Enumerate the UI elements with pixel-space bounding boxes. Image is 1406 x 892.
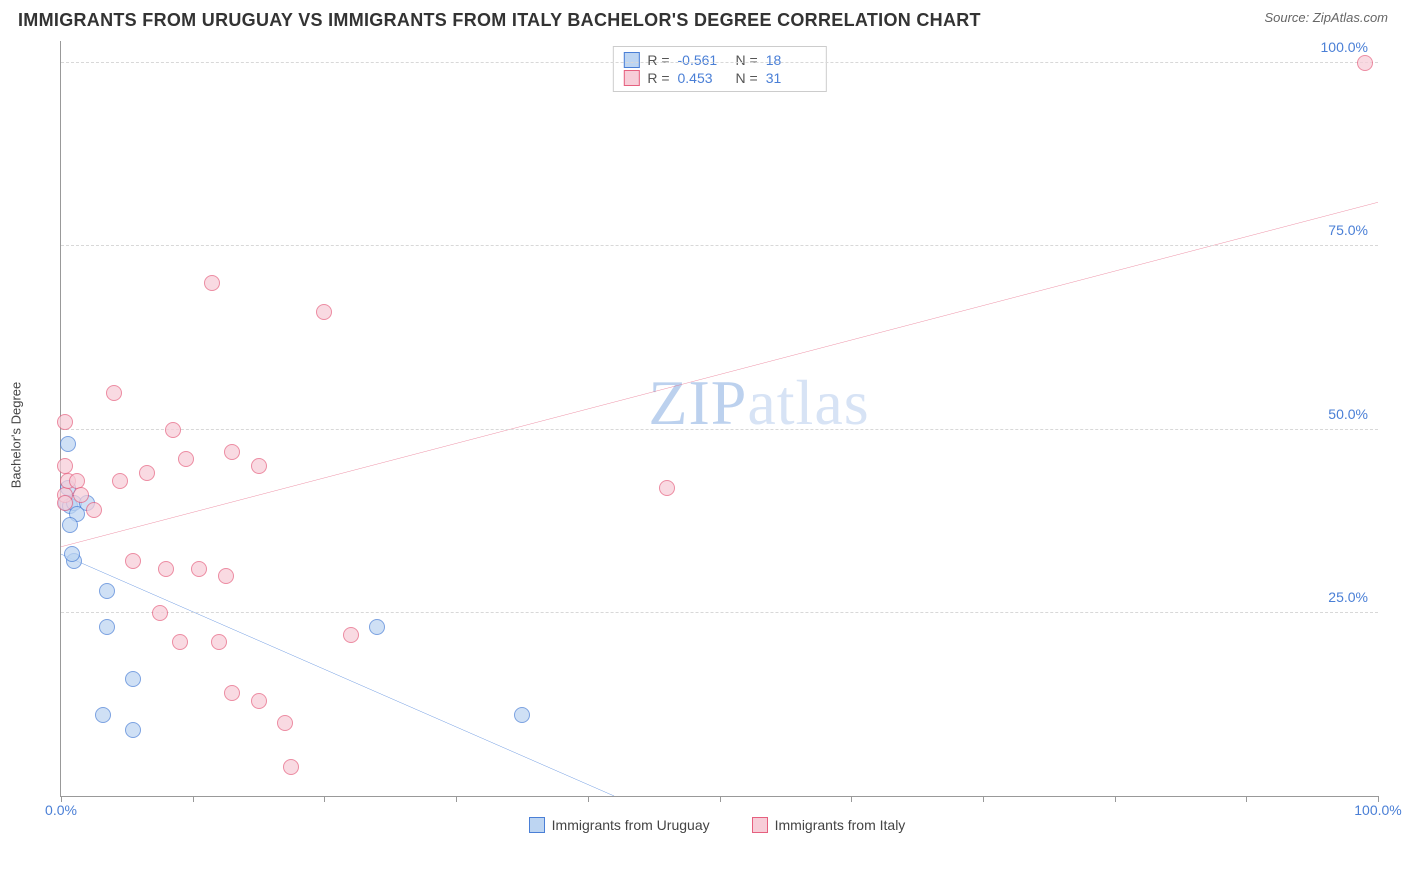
data-point <box>191 561 207 577</box>
gridline <box>61 62 1378 63</box>
data-point <box>316 304 332 320</box>
stat-legend-row: R =0.453N =31 <box>623 69 815 87</box>
legend-swatch <box>529 817 545 833</box>
x-tick-label: 0.0% <box>45 802 77 818</box>
x-tick <box>193 796 194 802</box>
gridline <box>61 612 1378 613</box>
data-point <box>224 685 240 701</box>
series-legend: Immigrants from Uruguay Immigrants from I… <box>48 817 1386 833</box>
legend-label: Immigrants from Uruguay <box>552 817 710 833</box>
data-point <box>178 451 194 467</box>
x-tick <box>456 796 457 802</box>
data-point <box>62 517 78 533</box>
data-point <box>139 465 155 481</box>
data-point <box>211 634 227 650</box>
chart-container: Bachelor's Degree ZIPatlas R =-0.561N =1… <box>48 35 1386 835</box>
data-point <box>251 458 267 474</box>
y-tick-label: 25.0% <box>1328 589 1368 605</box>
legend-swatch <box>752 817 768 833</box>
gridline <box>61 429 1378 430</box>
data-point <box>218 568 234 584</box>
trendline <box>61 554 614 796</box>
gridline <box>61 245 1378 246</box>
data-point <box>343 627 359 643</box>
chart-source: Source: ZipAtlas.com <box>1264 10 1388 25</box>
data-point <box>224 444 240 460</box>
data-point <box>60 436 76 452</box>
data-point <box>277 715 293 731</box>
data-point <box>125 671 141 687</box>
x-tick <box>851 796 852 802</box>
y-axis-label: Bachelor's Degree <box>9 382 24 489</box>
x-tick <box>1246 796 1247 802</box>
data-point <box>99 583 115 599</box>
data-point <box>204 275 220 291</box>
chart-title: IMMIGRANTS FROM URUGUAY VS IMMIGRANTS FR… <box>18 10 981 31</box>
data-point <box>57 495 73 511</box>
data-point <box>369 619 385 635</box>
y-tick-label: 100.0% <box>1321 39 1368 55</box>
data-point <box>106 385 122 401</box>
x-tick <box>588 796 589 802</box>
trend-svg <box>61 41 1378 796</box>
legend-item: Immigrants from Italy <box>752 817 906 833</box>
data-point <box>1357 55 1373 71</box>
data-point <box>659 480 675 496</box>
x-tick <box>324 796 325 802</box>
data-point <box>283 759 299 775</box>
x-tick <box>1115 796 1116 802</box>
x-tick-label: 100.0% <box>1354 802 1401 818</box>
data-point <box>99 619 115 635</box>
data-point <box>152 605 168 621</box>
legend-label: Immigrants from Italy <box>775 817 906 833</box>
data-point <box>57 414 73 430</box>
data-point <box>172 634 188 650</box>
stat-legend-row: R =-0.561N =18 <box>623 51 815 69</box>
plot-area: ZIPatlas R =-0.561N =18R =0.453N =31 25.… <box>60 41 1378 797</box>
data-point <box>514 707 530 723</box>
data-point <box>73 487 89 503</box>
data-point <box>251 693 267 709</box>
data-point <box>158 561 174 577</box>
data-point <box>95 707 111 723</box>
data-point <box>57 458 73 474</box>
trendline <box>61 202 1378 547</box>
x-tick <box>720 796 721 802</box>
data-point <box>86 502 102 518</box>
data-point <box>125 722 141 738</box>
legend-item: Immigrants from Uruguay <box>529 817 710 833</box>
data-point <box>64 546 80 562</box>
data-point <box>112 473 128 489</box>
legend-swatch <box>623 70 639 86</box>
data-point <box>69 473 85 489</box>
stat-legend: R =-0.561N =18R =0.453N =31 <box>612 46 826 92</box>
chart-header: IMMIGRANTS FROM URUGUAY VS IMMIGRANTS FR… <box>0 0 1406 35</box>
x-tick <box>983 796 984 802</box>
data-point <box>165 422 181 438</box>
legend-swatch <box>623 52 639 68</box>
data-point <box>125 553 141 569</box>
y-tick-label: 50.0% <box>1328 406 1368 422</box>
y-tick-label: 75.0% <box>1328 222 1368 238</box>
